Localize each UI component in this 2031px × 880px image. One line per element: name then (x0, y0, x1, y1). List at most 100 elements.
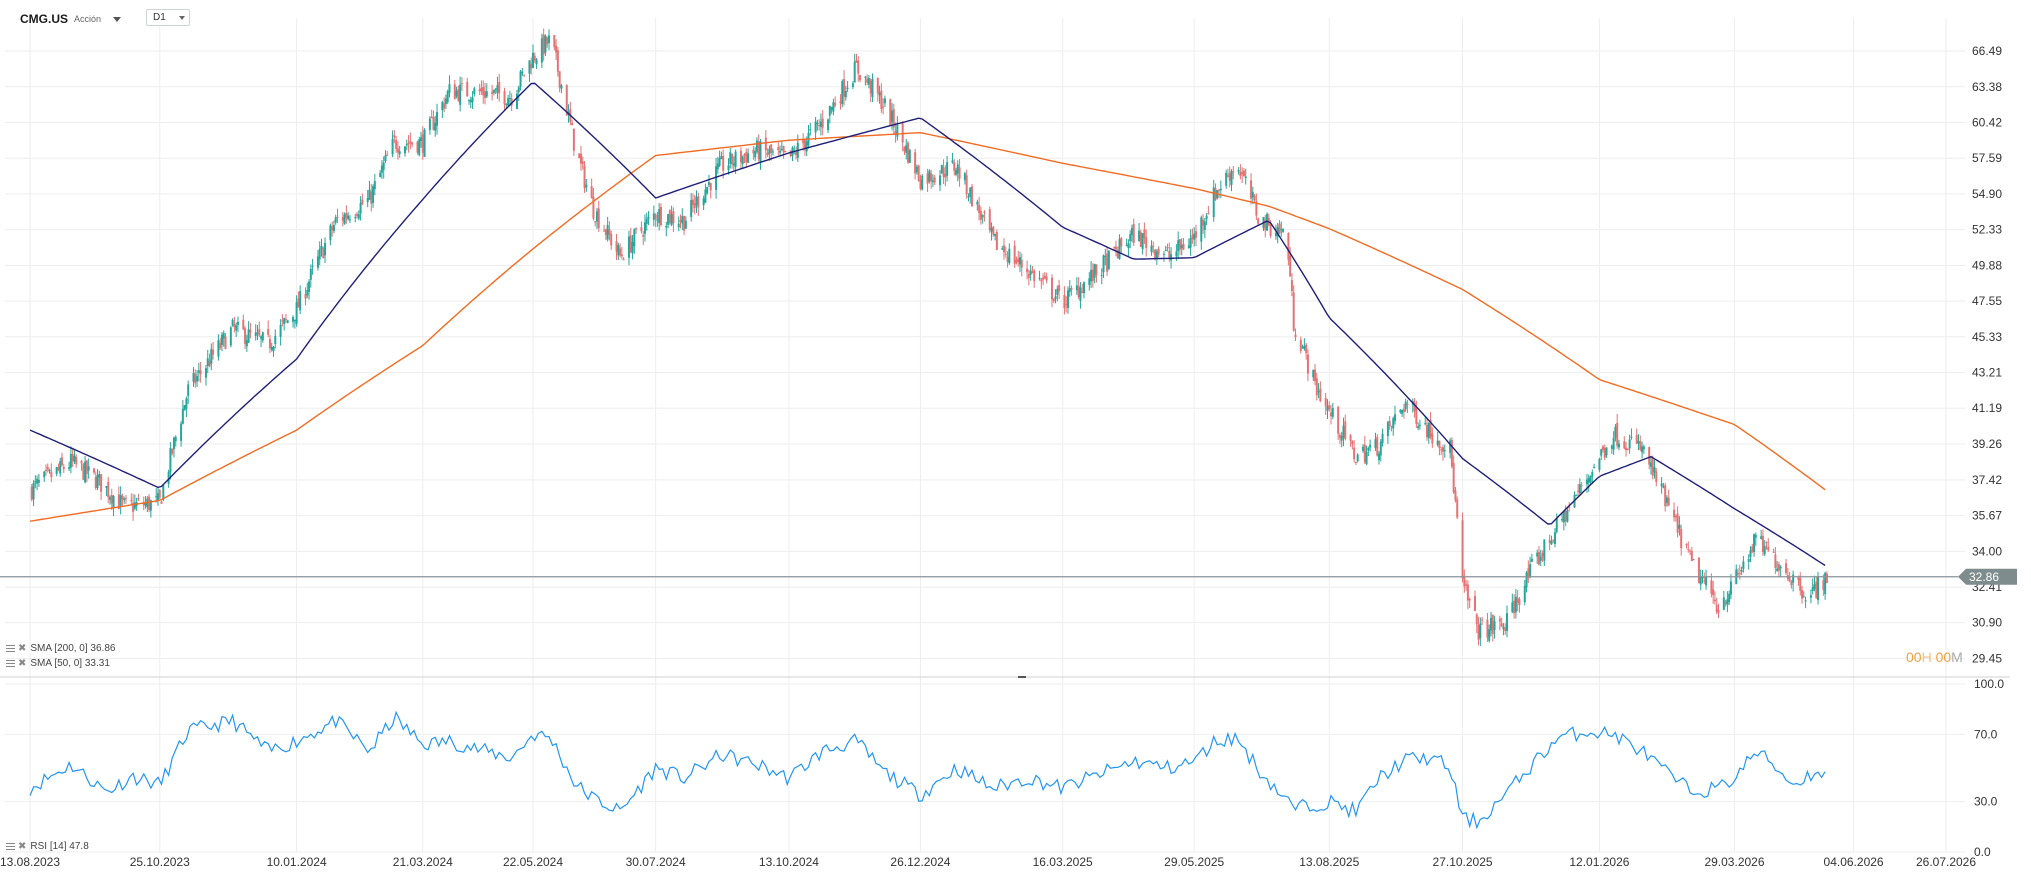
candle-body (606, 224, 609, 240)
y-tick-label: 57.59 (1972, 151, 2002, 165)
candle-body (771, 151, 774, 153)
candle-body (208, 360, 211, 367)
candle-body (1776, 568, 1779, 571)
candle-body (247, 329, 250, 343)
candle-body (892, 109, 895, 128)
candle-body (59, 461, 62, 474)
candle-body (603, 230, 606, 232)
settings-icon[interactable] (6, 645, 15, 652)
candle-body (777, 147, 780, 150)
candle-body (62, 466, 65, 470)
candle-body (1269, 224, 1272, 236)
candle-body (946, 162, 949, 176)
x-tick-label: 10.01.2024 (267, 855, 327, 869)
candle-body (1116, 250, 1119, 258)
candle-body (617, 245, 620, 256)
candle-body (1616, 422, 1619, 446)
candle-body (1038, 277, 1041, 279)
candle-body (1811, 587, 1814, 591)
candle-body (1054, 296, 1057, 299)
close-icon[interactable]: ✖ (18, 841, 27, 852)
candle-body (1378, 453, 1381, 461)
candle-body (540, 38, 543, 63)
candle-body (1017, 258, 1020, 263)
candle-body (1306, 354, 1309, 374)
candle-body (883, 98, 886, 104)
candle-body (891, 110, 894, 123)
candle-body (1697, 557, 1700, 584)
candle-body (133, 502, 136, 509)
candle-body (990, 227, 993, 232)
candle-body (281, 320, 284, 322)
close-icon[interactable]: ✖ (18, 658, 27, 669)
x-tick-label: 12.01.2026 (1569, 855, 1629, 869)
candle-body (482, 87, 485, 96)
candle-body (1788, 577, 1791, 581)
candle-body (1481, 619, 1484, 621)
candle-body (162, 485, 165, 500)
price-candles (30, 28, 1828, 647)
candle-body (293, 319, 296, 322)
candle-body (130, 499, 133, 501)
candle-body (343, 214, 346, 224)
candle-body (1617, 443, 1620, 448)
candle-body (229, 327, 232, 346)
symbol-label: CMG.US (20, 12, 68, 26)
candle-body (1278, 223, 1281, 234)
candle-body (620, 254, 623, 257)
candle-body (171, 448, 174, 454)
candle-body (1342, 425, 1345, 438)
candle-body (1045, 276, 1048, 281)
candle-body (1751, 546, 1754, 552)
instrument-header: CMG.US Acción (0, 8, 122, 30)
candle-body (629, 235, 632, 253)
rsi-tick-label: 70.0 (1974, 727, 1998, 741)
candle-body (199, 370, 202, 374)
candle-body (1081, 291, 1084, 294)
candle-body (48, 469, 51, 472)
timeframe-select[interactable]: D1 (146, 9, 190, 26)
candle-body (816, 122, 819, 124)
candle-body (1513, 600, 1516, 614)
candle-body (87, 466, 90, 471)
candle-body (992, 226, 995, 235)
candle-body (508, 97, 511, 99)
candle-body (197, 370, 200, 373)
candle-body (668, 210, 671, 223)
settings-icon[interactable] (6, 660, 15, 667)
candle-body (558, 71, 561, 88)
candle-body (907, 142, 910, 163)
candle-body (1193, 233, 1196, 240)
candle-body (284, 318, 287, 320)
candle-body (681, 216, 684, 224)
candle-body (1042, 277, 1045, 280)
candle-body (667, 214, 670, 225)
candle-body (1662, 486, 1665, 488)
y-tick-label: 60.42 (1972, 115, 2002, 129)
candle-body (770, 144, 773, 153)
candle-body (117, 494, 120, 510)
chevron-down-icon[interactable] (113, 16, 122, 22)
candle-body (420, 137, 423, 141)
settings-icon[interactable] (6, 843, 15, 850)
candle-body (498, 81, 501, 94)
candle-body (1294, 334, 1297, 338)
candle-body (1767, 546, 1770, 551)
candle-body (1363, 444, 1366, 463)
candle-body (571, 122, 574, 126)
candle-body (1063, 294, 1066, 309)
candle-body (594, 221, 597, 223)
candle-body (1710, 580, 1713, 594)
close-icon[interactable]: ✖ (18, 643, 27, 654)
candle-body (418, 139, 421, 156)
candle-body (242, 319, 245, 330)
candle-body (459, 84, 462, 105)
candle-body (722, 155, 725, 171)
candle-body (1760, 536, 1763, 539)
candle-body (286, 320, 289, 323)
candle-body (155, 496, 158, 498)
candle-body (274, 335, 277, 344)
candle-body (729, 152, 732, 164)
candle-body (1479, 623, 1482, 639)
